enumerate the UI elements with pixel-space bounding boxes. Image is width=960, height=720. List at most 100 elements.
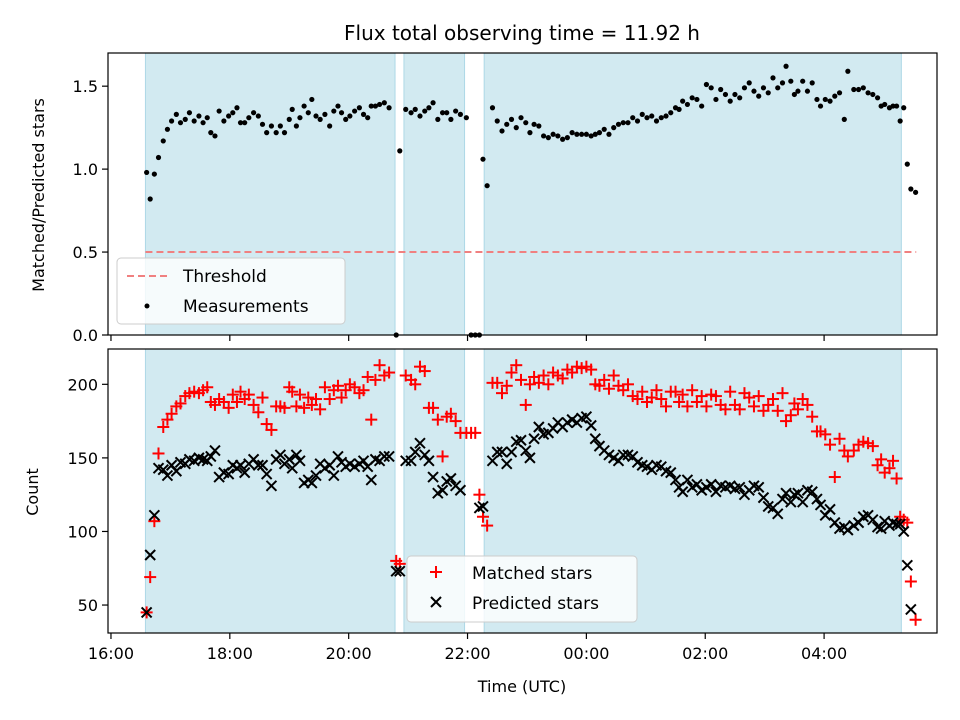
data-point	[484, 183, 490, 189]
matched-point	[226, 388, 239, 401]
predicted-point	[585, 419, 597, 432]
matched-point	[752, 390, 765, 403]
matched-point	[510, 359, 523, 372]
data-point	[653, 118, 660, 124]
matched-point	[655, 393, 668, 406]
predicted-point	[867, 513, 879, 526]
data-point	[168, 118, 175, 124]
matched-point	[314, 403, 327, 416]
y-tick-label: 50	[78, 596, 98, 615]
matched-point	[174, 397, 187, 410]
data-point	[770, 75, 776, 81]
predicted-point	[875, 522, 887, 535]
matched-point	[819, 428, 832, 441]
matched-point	[436, 450, 449, 463]
data-point	[713, 96, 719, 103]
data-point	[480, 156, 486, 162]
matched-point	[469, 426, 482, 439]
y-axis-label-bottom: Count	[23, 468, 42, 516]
predicted-point	[332, 450, 344, 463]
matched-point	[290, 400, 303, 413]
data-point	[779, 80, 786, 86]
matched-point	[201, 381, 214, 394]
data-point	[504, 121, 510, 127]
data-point	[297, 115, 303, 121]
observing-window-0	[144, 348, 396, 634]
matched-point	[824, 438, 837, 451]
matched-point	[709, 390, 722, 403]
data-point	[439, 110, 446, 116]
data-point	[765, 90, 771, 96]
observing-window-1	[403, 52, 466, 336]
data-point	[788, 78, 794, 84]
predicted-point	[486, 455, 499, 467]
predicted-point	[274, 449, 287, 461]
matched-point	[700, 400, 713, 413]
data-point	[722, 91, 729, 98]
matched-point	[519, 398, 532, 411]
x-tick-label: 02:00	[682, 644, 728, 663]
data-point	[160, 138, 166, 144]
matched-point	[247, 398, 260, 411]
matched-point	[875, 453, 888, 466]
data-point	[435, 116, 441, 122]
data-point	[444, 110, 450, 116]
x-tick-label: 22:00	[444, 644, 490, 663]
predicted-point	[496, 446, 508, 458]
matched-point	[152, 447, 165, 460]
predicted-point	[776, 493, 789, 505]
legend-threshold-label: Threshold	[182, 267, 267, 287]
data-point	[457, 111, 463, 117]
matched-point	[766, 393, 779, 406]
predicted-point	[436, 484, 449, 496]
predicted-point	[252, 459, 265, 471]
predicted-point	[733, 481, 746, 494]
matched-point	[866, 440, 879, 453]
matched-point	[537, 369, 550, 382]
axes-top: 0.0 0.5 1.0 1.5	[73, 52, 938, 345]
matched-point	[491, 376, 504, 389]
data-point	[164, 126, 171, 132]
data-point	[264, 130, 270, 136]
data-point	[625, 120, 631, 126]
matched-point	[265, 423, 278, 436]
predicted-point	[533, 421, 545, 433]
predicted-point	[905, 603, 917, 616]
data-point	[422, 108, 428, 114]
matched-point	[293, 388, 306, 401]
data-point	[579, 131, 585, 137]
predicted-point	[814, 499, 827, 511]
y-tick-label: 0.0	[73, 326, 98, 345]
predicted-point	[753, 481, 765, 494]
data-point	[386, 105, 392, 111]
data-point	[630, 115, 636, 121]
predicted-point	[676, 486, 689, 498]
data-point	[620, 120, 626, 126]
y-tick-label: 1.5	[73, 77, 98, 96]
data-point	[322, 111, 328, 117]
matched-point	[165, 407, 178, 420]
predicted-point	[665, 466, 677, 479]
predicted-point	[524, 452, 536, 464]
predicted-point	[427, 471, 439, 483]
data-point	[663, 113, 669, 119]
data-point	[212, 133, 218, 139]
matched-point	[669, 385, 682, 398]
matched-point	[747, 400, 760, 413]
matched-point	[676, 388, 689, 401]
data-point	[737, 95, 743, 101]
data-point	[545, 135, 551, 141]
predicted-point	[589, 433, 602, 445]
matched-point	[631, 393, 644, 406]
matched-point	[806, 410, 819, 423]
matched-point	[598, 373, 611, 386]
data-point	[268, 123, 275, 129]
matched-point	[784, 409, 797, 422]
x-tick-label: 16:00	[88, 644, 134, 663]
data-point	[574, 131, 580, 137]
x-axis-label: Time (UTC)	[477, 677, 566, 696]
predicted-point	[824, 503, 836, 516]
data-point	[381, 100, 387, 106]
data-point	[200, 120, 206, 126]
data-point	[588, 133, 594, 139]
